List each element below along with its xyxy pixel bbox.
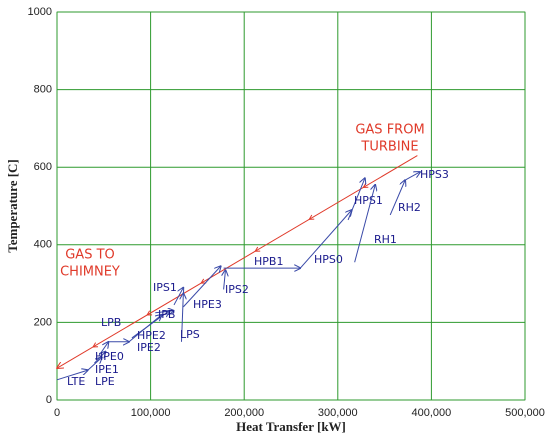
stream-line [94, 352, 105, 364]
gas-line [57, 155, 418, 369]
stream-line [155, 311, 174, 313]
stream-line [181, 293, 183, 342]
flow-arrow [254, 246, 261, 252]
stream-line [389, 180, 405, 216]
x-tick-label: 500,000 [505, 407, 545, 419]
x-tick-label: 200,000 [224, 407, 264, 419]
y-tick-label: 800 [34, 84, 52, 96]
stream-label: IPB [158, 308, 175, 321]
stream-label: LTE [67, 375, 85, 388]
stream-label: HPB1 [254, 255, 283, 268]
flow-arrow [92, 342, 99, 348]
stream-line [56, 370, 88, 381]
stream-line [354, 185, 376, 263]
stream-label: IPS1 [153, 281, 177, 294]
stream-label: LPE [95, 375, 115, 388]
y-axis-label: Temperature [C] [5, 159, 20, 253]
y-tick-label: 200 [34, 316, 52, 328]
y-tick-label: 600 [34, 161, 52, 173]
stream-label: IPS2 [225, 283, 249, 296]
annotation: TURBINE [360, 140, 418, 155]
stream-label: HPE3 [193, 298, 222, 311]
stream-label: IPE2 [137, 341, 161, 354]
stream-line [87, 357, 102, 371]
flow-arrow [200, 278, 207, 284]
stream-label: HPS1 [354, 194, 383, 207]
stream-line [182, 266, 220, 308]
x-axis-label: Heat Transfer [kW] [236, 419, 346, 434]
stream-label: LPB [101, 316, 121, 329]
stream-line [347, 178, 365, 221]
flow-arrow [146, 310, 153, 316]
flow-arrow [308, 214, 315, 220]
stream-line [404, 172, 420, 181]
y-tick-label: 0 [46, 394, 52, 406]
stream-label: RH1 [374, 233, 397, 246]
y-tick-label: 1000 [28, 6, 52, 18]
stream-label: HPE2 [137, 329, 166, 342]
x-tick-label: 0 [54, 407, 60, 419]
stream-line [131, 311, 169, 339]
x-tick-label: 400,000 [412, 407, 452, 419]
stream-label: RH2 [398, 201, 421, 214]
stream-line [98, 342, 108, 356]
annotation: GAS FROM [355, 123, 424, 138]
annotation: GAS TO [65, 248, 115, 263]
x-tick-label: 300,000 [318, 407, 358, 419]
stream-label: IPE1 [95, 363, 119, 376]
stream-label: HPS0 [314, 253, 343, 266]
stream-line [224, 270, 226, 290]
y-tick-label: 400 [34, 239, 52, 251]
x-tick-label: 100,000 [131, 407, 171, 419]
annotation: CHIMNEY [60, 265, 120, 280]
stream-label: HPS3 [420, 168, 449, 181]
stream-label: HPE0 [95, 350, 124, 363]
stream-label: LPS [180, 328, 200, 341]
stream-line [173, 287, 183, 306]
stream-line [299, 210, 351, 269]
